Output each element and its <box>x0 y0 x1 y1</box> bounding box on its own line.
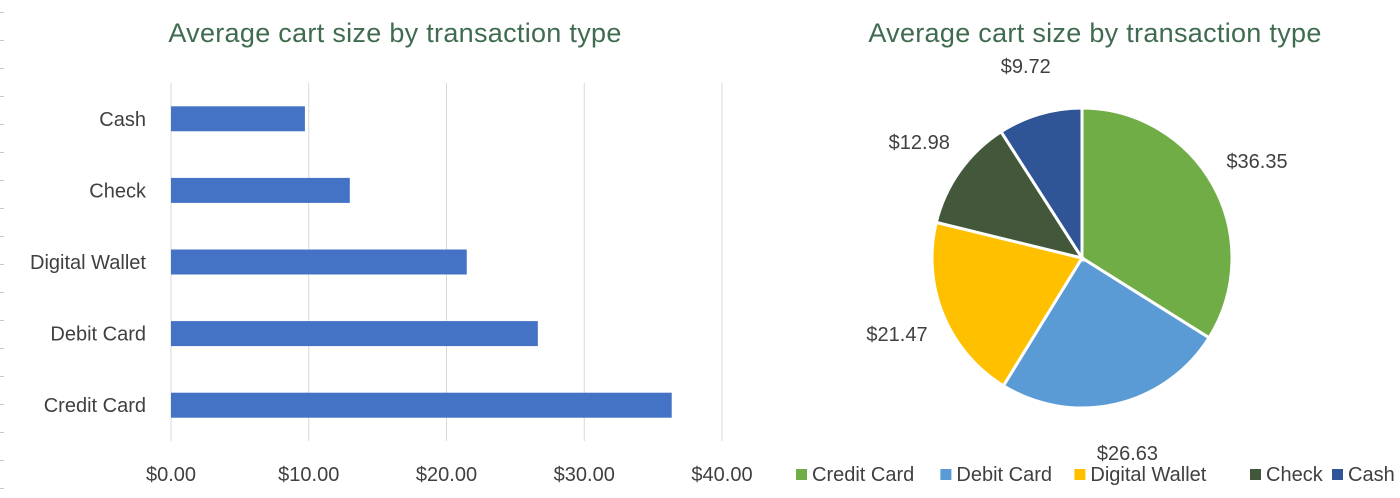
edge-mark <box>0 292 4 293</box>
legend-swatch <box>940 469 952 480</box>
legend-item-check: Check <box>1266 464 1324 486</box>
edge-mark <box>0 208 4 209</box>
edge-mark <box>0 68 4 69</box>
edge-mark <box>0 96 4 97</box>
pie-chart-panel: Average cart size by transaction type $3… <box>790 0 1400 498</box>
bar-chart: $0.00 $10.00 $20.00 $30.00 $40.00 Credit Card… <box>30 83 753 486</box>
bar-credit-card <box>171 392 672 418</box>
pie-data-label: $12.98 <box>889 132 950 154</box>
edge-mark <box>0 348 4 349</box>
edge-mark <box>0 432 4 433</box>
pie-slice-check <box>934 129 1086 261</box>
pie-data-label: $26.63 <box>1097 443 1158 465</box>
edge-mark <box>0 152 4 153</box>
edge-mark <box>0 236 4 237</box>
pie-slice-digital-wallet <box>930 220 1085 388</box>
bar-cash <box>171 106 305 132</box>
x-tick-label: $30.00 <box>554 464 615 486</box>
legend-swatch <box>796 469 807 480</box>
legend-item-cash: Cash <box>1348 464 1395 486</box>
pie-data-label: $9.72 <box>1001 56 1051 78</box>
bar-digital-wallet <box>171 249 467 275</box>
x-tick-label: $20.00 <box>416 464 477 486</box>
bar-check <box>171 177 350 203</box>
edge-mark <box>0 124 4 125</box>
bar-chart-title: Average cart size by transaction type <box>168 18 622 48</box>
edge-mark <box>0 320 4 321</box>
edge-mark <box>0 264 4 265</box>
legend-item-credit-card: Credit Card <box>812 464 914 486</box>
legend-swatch <box>1250 469 1261 480</box>
edge-mark <box>0 180 4 181</box>
edge-mark <box>0 404 4 405</box>
x-tick-label: $0.00 <box>146 464 196 486</box>
legend-item-debit-card: Debit Card <box>956 464 1052 486</box>
legend-swatch <box>1074 469 1086 480</box>
pie-data-label: $36.35 <box>1226 151 1287 173</box>
y-category-label: Cash <box>99 109 146 131</box>
y-category-label: Credit Card <box>44 395 146 417</box>
y-category-label: Digital Wallet <box>30 252 146 274</box>
legend-swatch <box>1332 469 1343 480</box>
pie-slice-debit-card <box>1001 255 1212 410</box>
pie-data-label: $21.47 <box>866 324 927 346</box>
bar-chart-panel: Average cart size by transaction type $0… <box>30 18 753 486</box>
pie-slice-cash <box>998 106 1084 264</box>
pie-chart: $36.35 $26.63 $21.47 $12.98 $9.72 Credit Card… <box>796 56 1395 486</box>
edge-mark <box>0 488 4 489</box>
x-tick-label: $40.00 <box>691 464 752 486</box>
edge-mark <box>0 376 4 377</box>
edge-mark <box>0 12 4 13</box>
bar-debit-card <box>171 321 538 347</box>
pie-chart-title: Average cart size by transaction type <box>868 18 1322 48</box>
edge-mark <box>0 460 4 461</box>
edge-mark <box>0 40 4 41</box>
y-category-label: Debit Card <box>50 324 146 346</box>
x-tick-label: $10.00 <box>278 464 339 486</box>
y-category-label: Check <box>89 180 147 202</box>
legend-item-digital-wallet: Digital Wallet <box>1090 464 1206 486</box>
